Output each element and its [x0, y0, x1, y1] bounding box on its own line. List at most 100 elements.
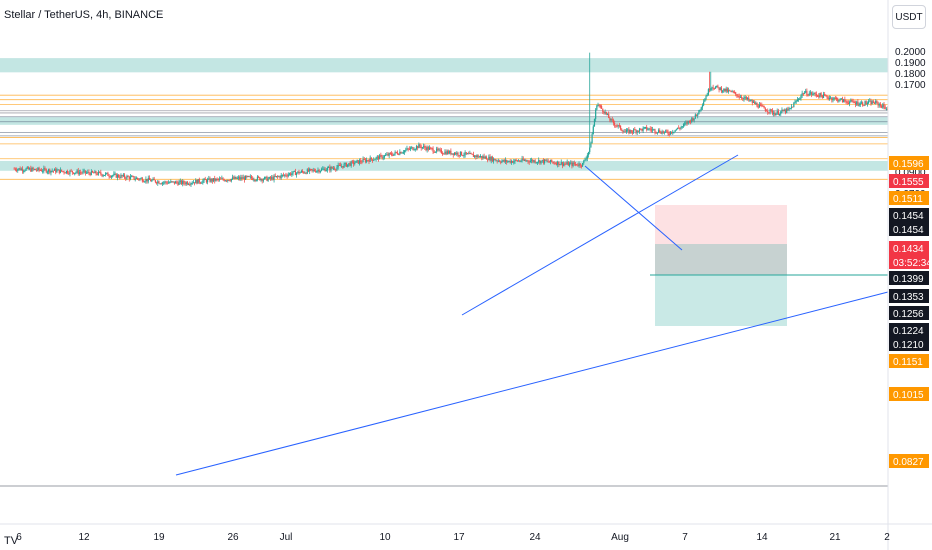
candle	[354, 163, 355, 164]
candle	[615, 125, 616, 126]
candle	[603, 112, 604, 114]
candle	[709, 89, 710, 90]
price-label: 0.1596	[893, 159, 924, 170]
candle	[268, 179, 269, 181]
candle	[163, 182, 164, 183]
candle	[14, 169, 15, 170]
candle	[647, 129, 648, 130]
candle	[876, 101, 877, 102]
candle	[588, 152, 589, 155]
candle	[574, 163, 575, 164]
candle	[590, 143, 591, 147]
candle	[472, 154, 473, 155]
candle	[189, 184, 190, 185]
price-label: 0.1434	[893, 244, 924, 255]
candle	[468, 153, 469, 154]
candle	[98, 172, 99, 175]
candle	[815, 93, 816, 94]
candle	[677, 128, 678, 129]
candle	[877, 102, 878, 105]
candle	[209, 178, 210, 181]
candle	[822, 96, 823, 98]
candle	[620, 125, 621, 129]
candle	[552, 162, 553, 163]
candle	[583, 161, 584, 163]
price-label: 0.1399	[893, 274, 924, 285]
candle	[456, 153, 457, 155]
candle	[867, 103, 868, 104]
candle	[849, 102, 850, 104]
candle	[500, 162, 501, 163]
candle	[625, 132, 626, 133]
candle	[631, 130, 632, 132]
candle	[114, 174, 115, 175]
candle	[628, 129, 629, 133]
candle	[233, 177, 234, 178]
candle	[576, 164, 577, 165]
candle	[393, 154, 394, 156]
candle	[288, 175, 289, 177]
candle	[174, 181, 175, 183]
candle	[606, 112, 607, 114]
candle	[75, 172, 76, 173]
candle	[885, 107, 886, 109]
candle	[224, 180, 225, 181]
candle	[837, 98, 838, 101]
currency-button[interactable]: USDT	[892, 5, 926, 29]
candle	[92, 171, 93, 172]
candle	[728, 90, 729, 92]
candle	[80, 172, 81, 173]
candle	[195, 180, 196, 183]
candle	[315, 171, 316, 172]
candle	[683, 124, 684, 126]
candle	[44, 168, 45, 169]
candle	[737, 96, 738, 97]
candle	[783, 110, 784, 112]
candle	[532, 160, 533, 162]
candle	[756, 103, 757, 106]
candle	[103, 175, 104, 176]
candle	[101, 174, 102, 176]
candle	[308, 169, 309, 171]
candle	[310, 169, 311, 170]
candle	[67, 171, 68, 173]
candle	[205, 179, 206, 180]
candle	[296, 173, 297, 175]
candle	[260, 179, 261, 180]
candle	[455, 153, 456, 154]
candle	[461, 152, 462, 156]
candle	[848, 103, 849, 104]
candle	[451, 153, 452, 154]
zone-0	[0, 58, 888, 72]
candle	[21, 169, 22, 170]
candle	[270, 177, 271, 178]
candle	[194, 182, 195, 183]
candle	[41, 170, 42, 171]
y-tick-label: 0.1700	[895, 80, 926, 91]
candle	[754, 102, 755, 104]
candle	[391, 153, 392, 154]
candle	[171, 181, 172, 182]
candle	[339, 165, 340, 166]
candle	[836, 98, 837, 99]
candle	[373, 160, 374, 161]
candle	[874, 103, 875, 104]
candle	[526, 160, 527, 161]
candle	[502, 160, 503, 161]
x-tick-label: 7	[682, 532, 688, 543]
candle	[37, 168, 38, 170]
candle	[239, 177, 240, 179]
candle	[289, 173, 290, 174]
candle	[116, 174, 117, 178]
candle	[564, 164, 565, 165]
price-label: 0.1224	[893, 326, 924, 337]
candle	[170, 181, 171, 182]
candle	[533, 160, 534, 161]
candle	[548, 161, 549, 162]
candle	[231, 179, 232, 181]
candle	[438, 149, 439, 150]
candle	[807, 95, 808, 96]
candle	[430, 148, 431, 149]
candle	[243, 177, 244, 178]
